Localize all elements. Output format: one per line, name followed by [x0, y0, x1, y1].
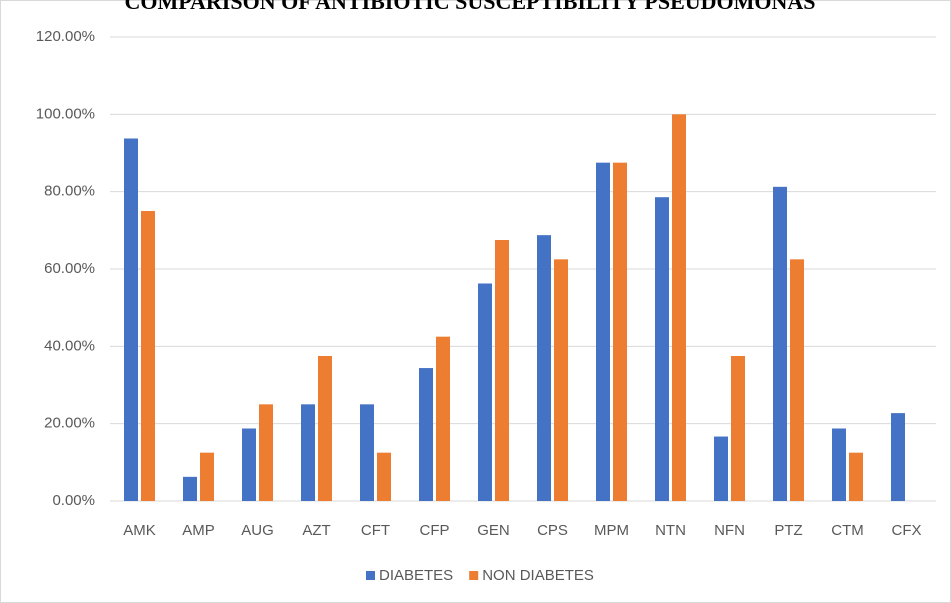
bar: [141, 211, 155, 501]
y-tick-label: 80.00%: [44, 183, 95, 200]
bar: [613, 162, 627, 501]
bar: [360, 404, 374, 501]
y-tick-label: 20.00%: [44, 415, 95, 432]
x-tick-label: CFP: [420, 522, 450, 539]
x-tick-label: NFN: [714, 522, 745, 539]
bar: [714, 436, 728, 501]
bar: [259, 404, 273, 501]
x-tick-label: AZT: [302, 522, 330, 539]
x-tick-label: CFX: [892, 522, 922, 539]
y-tick-label: 100.00%: [36, 105, 95, 122]
y-tick-label: 120.00%: [36, 28, 95, 45]
x-tick-label: PTZ: [774, 522, 802, 539]
bar: [200, 452, 214, 501]
bar: [495, 240, 509, 501]
x-tick-label: CPS: [537, 522, 568, 539]
legend-label: DIABETES: [379, 567, 453, 584]
bar: [891, 413, 905, 501]
y-tick-label: 0.00%: [52, 492, 95, 509]
x-tick-label: CTM: [831, 522, 864, 539]
x-tick-label: AMK: [123, 522, 156, 539]
x-tick-label: MPM: [594, 522, 629, 539]
bar: [419, 368, 433, 501]
bar: [377, 452, 391, 501]
bar: [655, 197, 669, 502]
bar: [554, 259, 568, 501]
legend-label: NON DIABETES: [482, 567, 594, 584]
bar: [790, 259, 804, 501]
y-tick-label: 60.00%: [44, 260, 95, 277]
bar: [596, 162, 610, 501]
bar: [832, 428, 846, 501]
x-tick-label: AMP: [182, 522, 215, 539]
y-tick-label: 40.00%: [44, 337, 95, 354]
bar: [478, 283, 492, 501]
legend-swatch: [469, 571, 479, 580]
bar: [773, 186, 787, 502]
x-tick-label: AUG: [241, 522, 274, 539]
bar: [242, 428, 256, 501]
legend-swatch: [366, 571, 375, 580]
x-tick-label: NTN: [655, 522, 686, 539]
bar: [318, 356, 332, 501]
bar: [436, 336, 450, 501]
bar: [731, 356, 745, 501]
bar: [301, 404, 315, 501]
bar: [183, 476, 197, 501]
chart-title: COMPARISON OF ANTIBIOTIC SUSCEPTIBILITY …: [124, 0, 815, 14]
bar: [537, 235, 551, 501]
x-tick-label: CFT: [361, 522, 390, 539]
bar: [672, 114, 686, 501]
bar: [849, 452, 863, 501]
x-tick-label: GEN: [477, 522, 510, 539]
bar: [124, 138, 138, 501]
